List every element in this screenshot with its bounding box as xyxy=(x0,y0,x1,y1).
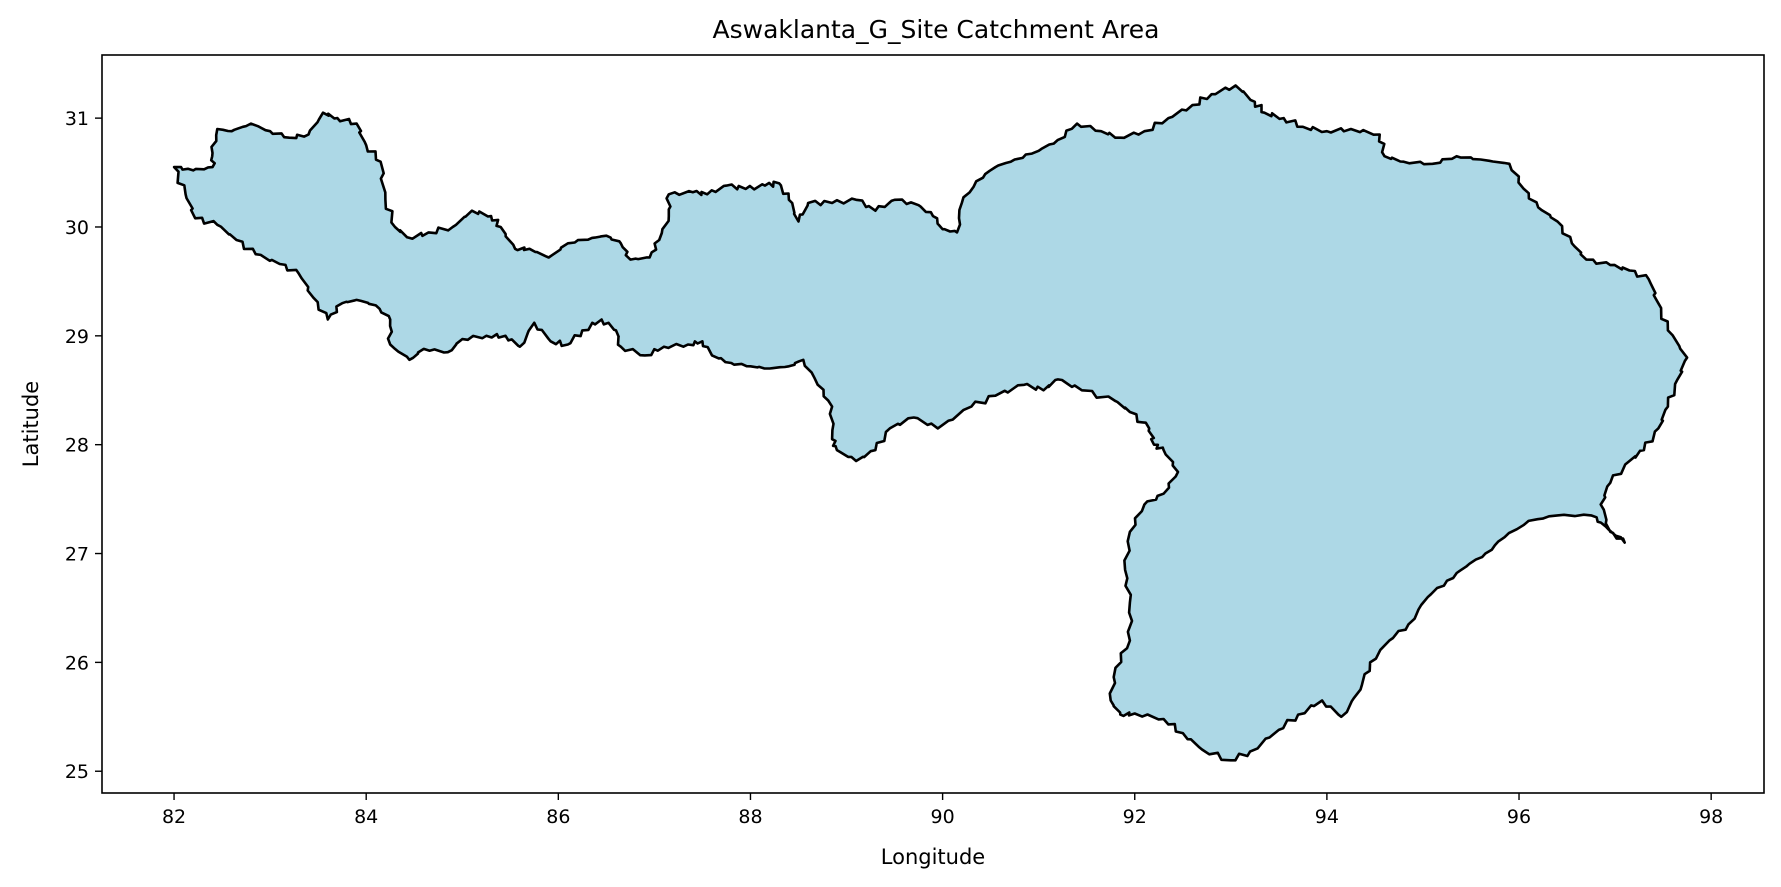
y-tick-label: 28 xyxy=(65,435,89,457)
x-tick-label: 90 xyxy=(931,806,955,828)
plot-frame xyxy=(101,54,1765,794)
map-title: Aswaklanta_G_Site Catchment Area xyxy=(713,15,1160,44)
x-tick-label: 82 xyxy=(162,806,186,828)
x-tick-label: 94 xyxy=(1315,806,1339,828)
x-tick-label: 92 xyxy=(1123,806,1147,828)
y-tick-label: 26 xyxy=(65,652,89,674)
y-tick-label: 29 xyxy=(65,326,89,348)
y-axis-ticks: 25 26 27 28 29 30 31 xyxy=(65,108,102,783)
y-axis-label: Latitude xyxy=(19,381,43,467)
y-tick-label: 27 xyxy=(65,544,89,566)
y-tick-label: 31 xyxy=(65,108,89,130)
y-tick-label: 30 xyxy=(65,217,89,239)
x-tick-label: 84 xyxy=(354,806,378,828)
y-tick-label: 25 xyxy=(65,761,89,783)
catchment-polygon xyxy=(172,84,1689,762)
x-axis-ticks: 82 84 86 88 90 92 94 96 98 xyxy=(162,793,1723,828)
x-tick-label: 96 xyxy=(1507,806,1531,828)
x-tick-label: 88 xyxy=(738,806,762,828)
x-axis-label: Longitude xyxy=(881,845,985,869)
x-tick-label: 86 xyxy=(546,806,570,828)
x-tick-label: 98 xyxy=(1699,806,1723,828)
